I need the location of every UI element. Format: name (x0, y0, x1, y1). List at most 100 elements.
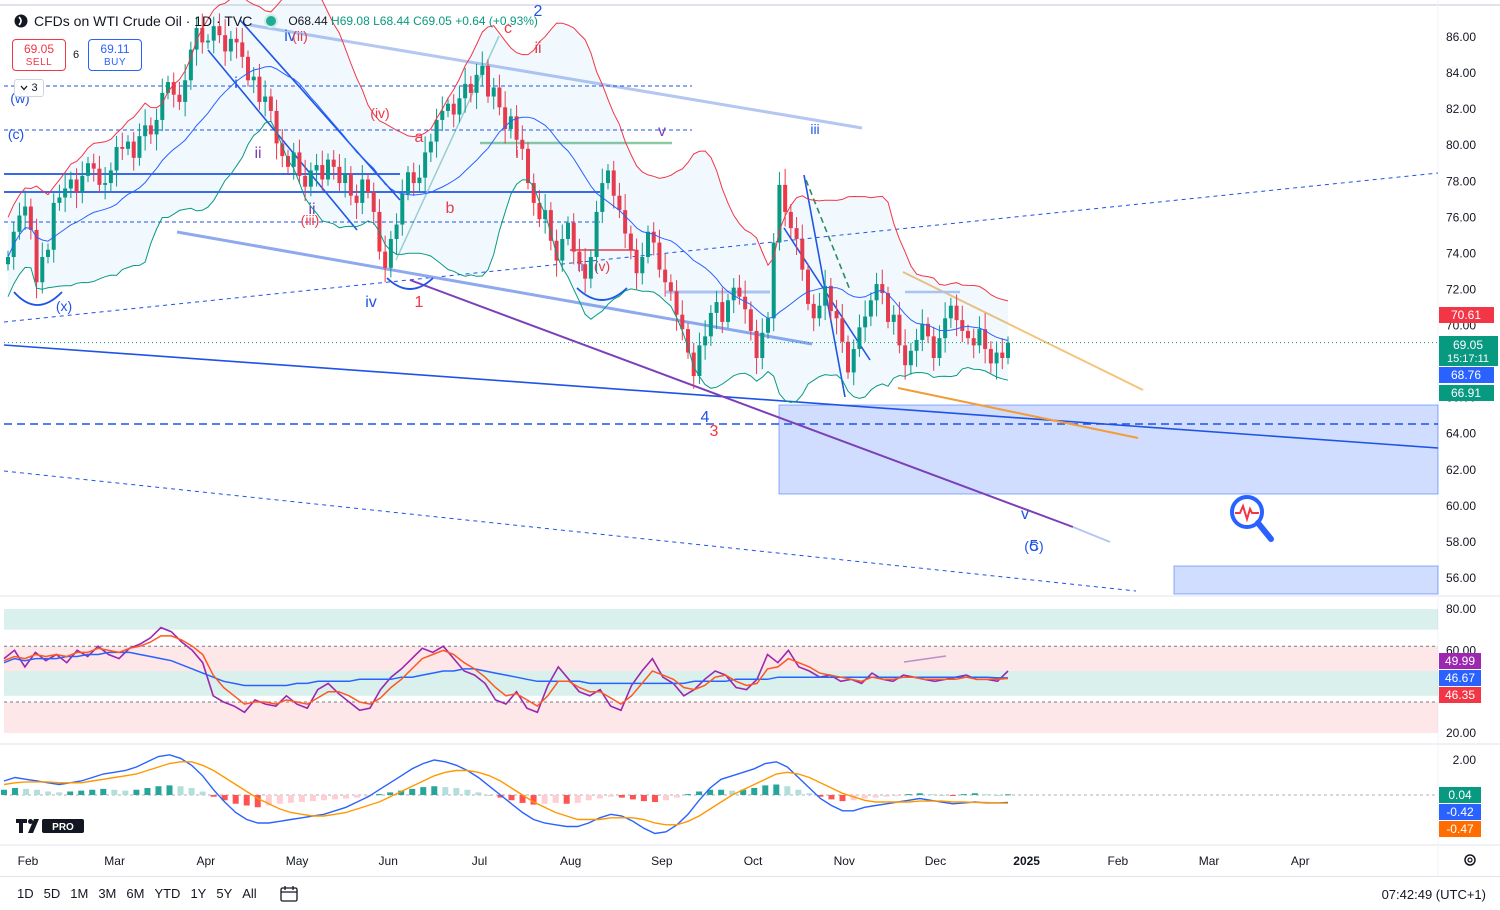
drawings-layer[interactable]: (w)(c)(x)2ciiiv(ii)iiiiii(iv)abiii(iii)v… (3, 3, 1439, 663)
gear-icon[interactable] (1462, 852, 1478, 868)
wave-label: ii (254, 145, 261, 162)
candle (457, 85, 462, 123)
candle-body (737, 287, 742, 297)
timeframe-button[interactable]: 6M (126, 886, 145, 901)
price-tick-label: 62.00 (1446, 463, 1476, 477)
calendar-icon[interactable] (278, 885, 300, 903)
macd-histogram-bar (552, 795, 559, 803)
candle-body (274, 110, 279, 144)
time-tick-label: May (286, 854, 309, 868)
macd-histogram-bar (762, 785, 769, 795)
timeframe-button[interactable]: 5Y (216, 886, 233, 901)
clock-readout[interactable]: 07:42:49 (UTC+1) (1381, 887, 1486, 902)
candle-body (131, 141, 136, 158)
buy-button[interactable]: 69.11 BUY (88, 39, 142, 71)
candle-body (183, 80, 188, 102)
candle (977, 316, 982, 354)
time-tick-label: Apr (1291, 854, 1310, 868)
macd-histogram-bar (674, 795, 681, 798)
macd-signal-line (3, 761, 1009, 826)
candle (480, 51, 485, 87)
candle-body (423, 152, 428, 178)
macd-badge-bg (1439, 821, 1481, 837)
macd-histogram-bar (817, 795, 824, 797)
timeframe-button[interactable]: YTD (154, 886, 181, 901)
symbol-title[interactable]: CFDs on WTI Crude Oil · 1D · TVC (34, 13, 253, 29)
time-tick-label: Feb (18, 854, 39, 868)
macd-histogram-bar (519, 795, 526, 803)
rsi-tick-label: 80.00 (1446, 602, 1476, 616)
live-dot-icon (266, 16, 277, 26)
candle (823, 269, 828, 321)
candle (314, 153, 319, 187)
candle-body (286, 156, 290, 167)
candle (131, 132, 136, 171)
time-tick-label: Feb (1107, 854, 1128, 868)
bollinger-lower-badge: 66.91 (1451, 386, 1481, 400)
rsi-overbought-band (4, 609, 1438, 630)
macd-histogram-bar (100, 788, 107, 795)
macd-histogram-bar (133, 789, 140, 795)
macd-badge: -0.42 (1446, 805, 1474, 819)
macd-histogram-bar (464, 789, 471, 795)
candle (23, 190, 28, 230)
wave-label: (iv) (370, 105, 389, 121)
candle (646, 225, 650, 264)
candle-body (217, 26, 222, 36)
candle-body (154, 119, 159, 135)
wave-label: v (658, 123, 666, 140)
timeframe-button[interactable]: 1D (17, 886, 34, 901)
timeframe-button[interactable]: 1Y (190, 886, 207, 901)
candle (891, 305, 896, 335)
timeframe-button[interactable]: 1M (70, 886, 89, 901)
macd-histogram-bar (309, 795, 316, 802)
trendline (3, 470, 1137, 592)
candle (611, 160, 616, 209)
magnifier-pulse-icon[interactable] (1227, 493, 1277, 543)
candle-body (417, 177, 422, 184)
candle-body (680, 314, 685, 330)
sell-button[interactable]: 69.05 SELL (12, 39, 66, 71)
macd-histogram-bar (1005, 794, 1011, 796)
candle (720, 287, 725, 334)
timeframe-list: 1D 5D 1M 3M 6M YTD 1Y 5Y All (12, 886, 262, 901)
candle-body (766, 318, 770, 333)
candle (583, 248, 588, 294)
candle (291, 142, 296, 180)
rsi-ma-line (3, 635, 1009, 708)
candle (708, 304, 713, 346)
candle (526, 142, 530, 190)
candle (943, 302, 948, 353)
candle-body (554, 240, 559, 261)
macd-histogram-bar (508, 795, 515, 801)
candle (183, 64, 188, 117)
candle (68, 171, 73, 199)
price-axis[interactable]: 86.00 84.00 82.00 80.00 78.00 76.00 74.00 72.00… (1439, 30, 1498, 585)
candle-body (863, 316, 868, 328)
candle (686, 322, 690, 359)
candle (874, 272, 879, 317)
candle-body (394, 224, 399, 239)
candle (777, 172, 782, 251)
time-axis[interactable]: Feb Mar Apr May Jun Jul Aug Sep Oct Nov Dec 2025 Feb… (18, 854, 1310, 868)
candle-body (388, 238, 393, 268)
macd-histogram-bar (828, 795, 835, 800)
timeframe-button[interactable]: All (242, 886, 257, 901)
timeframe-button[interactable]: 5D (43, 886, 61, 901)
macd-histogram-bar (243, 795, 250, 806)
timeframe-button[interactable]: 3M (98, 886, 117, 901)
rsi-badge-bg (1439, 653, 1481, 669)
candle-body (160, 92, 165, 120)
candle-body (663, 269, 668, 283)
candle-body (754, 330, 759, 358)
indicators-toggle[interactable]: 3 (14, 79, 44, 97)
trendline (239, 19, 401, 201)
candle (223, 19, 228, 66)
candle (908, 342, 913, 375)
candle-body (57, 197, 62, 203)
candle (246, 50, 250, 87)
macd-histogram-bar (298, 795, 305, 802)
candle-body (434, 119, 439, 142)
